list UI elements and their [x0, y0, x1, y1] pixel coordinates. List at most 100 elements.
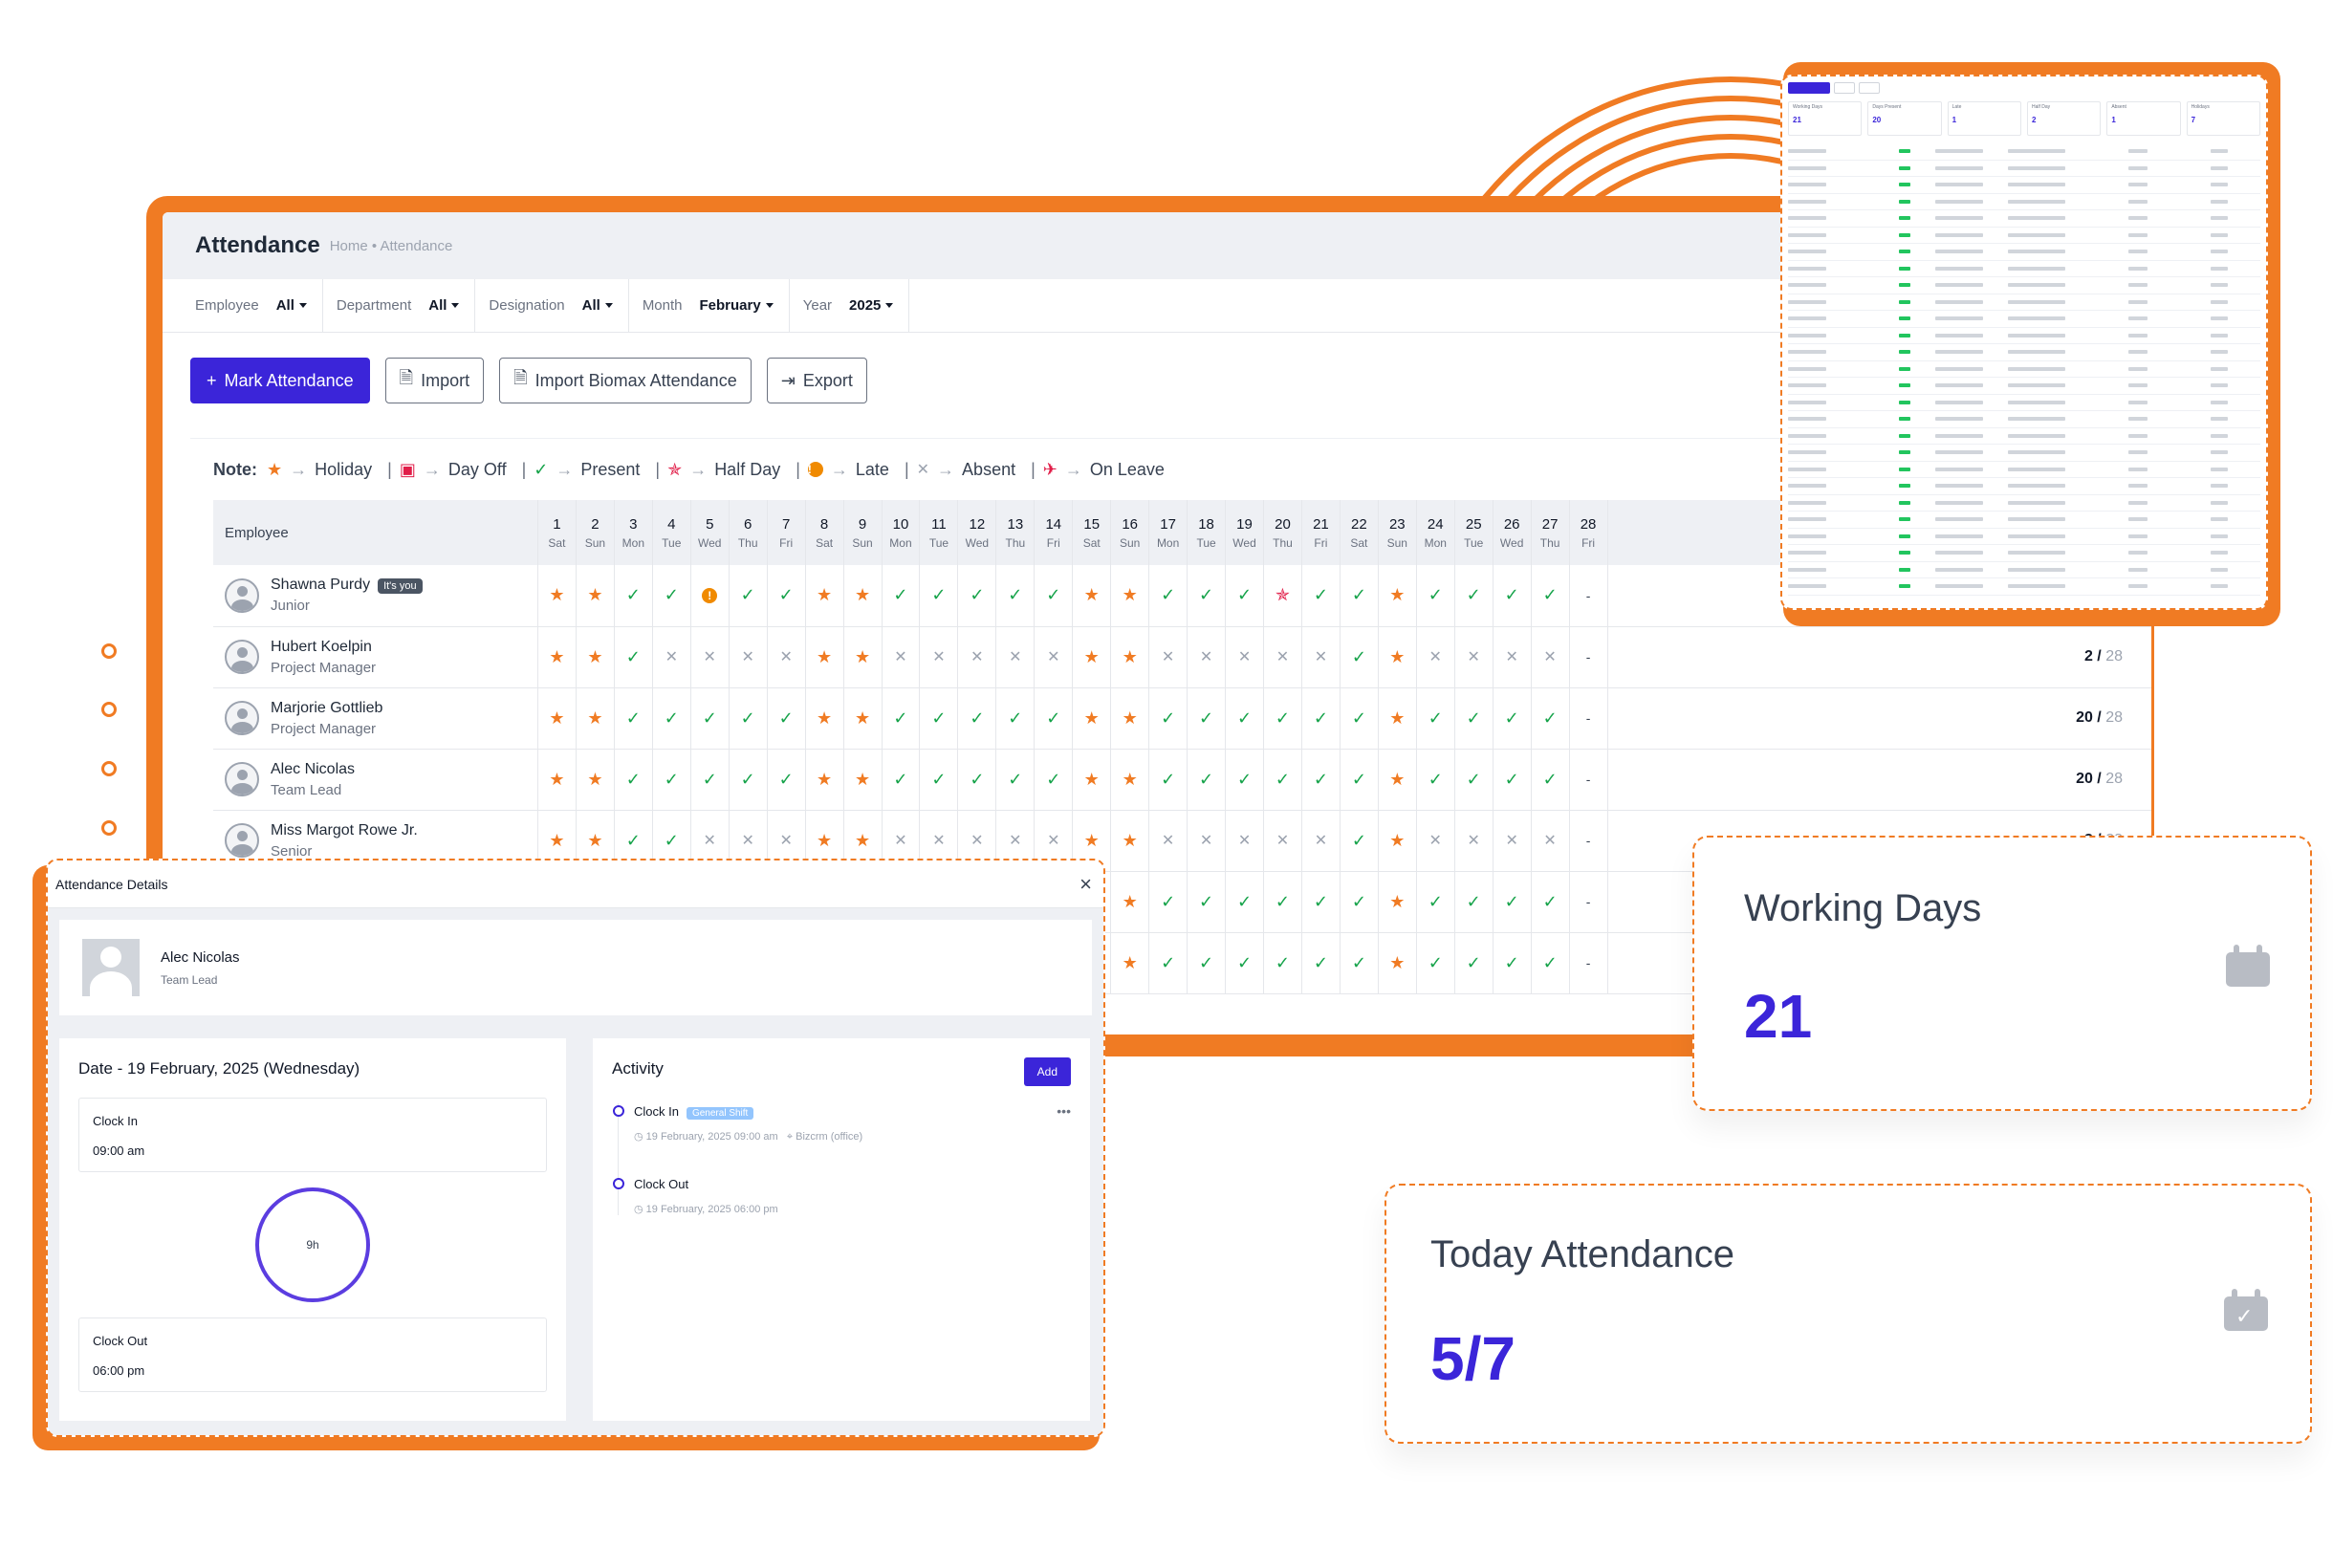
day-cell[interactable]: ✓: [1187, 687, 1227, 750]
day-cell[interactable]: ✕: [1454, 810, 1494, 872]
day-cell[interactable]: ★: [537, 749, 577, 811]
day-cell[interactable]: ✓: [767, 749, 806, 811]
day-cell[interactable]: ✓: [1301, 749, 1341, 811]
day-cell[interactable]: ★: [1110, 687, 1150, 750]
day-cell[interactable]: ✓: [1531, 687, 1570, 750]
day-cell[interactable]: ✓: [1340, 932, 1379, 994]
import-biomax-button[interactable]: 🗎 Import Biomax Attendance: [499, 358, 752, 403]
day-cell[interactable]: ✕: [1263, 626, 1302, 688]
day-cell[interactable]: ✓: [767, 565, 806, 627]
day-cell[interactable]: ✓: [1148, 687, 1188, 750]
day-cell[interactable]: ✕: [957, 626, 997, 688]
day-cell[interactable]: ✯: [1263, 565, 1302, 627]
day-cell[interactable]: ★: [576, 749, 615, 811]
employee-name[interactable]: Alec Nicolas: [271, 760, 356, 777]
day-cell[interactable]: ✓: [1454, 871, 1494, 933]
day-cell[interactable]: ✓: [882, 687, 921, 750]
filter-designation[interactable]: Designation All: [489, 278, 629, 333]
day-cell[interactable]: ✓: [1263, 687, 1302, 750]
day-cell[interactable]: ★: [537, 565, 577, 627]
day-cell[interactable]: ✓: [1531, 749, 1570, 811]
day-cell[interactable]: ★: [1378, 932, 1417, 994]
day-cell[interactable]: ✓: [1187, 749, 1227, 811]
day-cell[interactable]: ★: [1378, 687, 1417, 750]
day-cell[interactable]: ✓: [614, 626, 653, 688]
day-cell[interactable]: ★: [1378, 749, 1417, 811]
day-cell[interactable]: ✕: [1301, 626, 1341, 688]
day-cell[interactable]: ✓: [1225, 565, 1264, 627]
more-icon[interactable]: •••: [1057, 1103, 1071, 1119]
table-row[interactable]: Hubert Koelpin Project Manager ★ ★ ✓ ✕ ✕ ✕ ✕ ★ ★ ✕ ✕…: [213, 626, 2151, 688]
table-row[interactable]: Alec Nicolas Team Lead ★ ★ ✓ ✓ ✓ ✓ ✓ ★ ★ ✓ ✓ ✓ ✓ ✓ ★ ★ ✓ ✓ ✓…: [213, 749, 2151, 811]
table-row[interactable]: Marjorie Gottlieb Project Manager ★ ★ ✓ ✓ ✓ ✓ ✓ ★…: [213, 687, 2151, 750]
day-cell[interactable]: ✕: [919, 626, 959, 688]
day-cell[interactable]: ✕: [767, 626, 806, 688]
day-cell[interactable]: ✓: [614, 687, 653, 750]
day-cell[interactable]: ✓: [690, 687, 730, 750]
day-cell[interactable]: ✓: [1493, 749, 1532, 811]
day-cell[interactable]: ✓: [1301, 565, 1341, 627]
day-cell[interactable]: ✕: [882, 626, 921, 688]
day-cell[interactable]: ★: [1110, 565, 1150, 627]
day-cell[interactable]: ★: [805, 687, 844, 750]
filter-month[interactable]: Month February: [643, 278, 790, 333]
day-cell[interactable]: ✕: [1034, 626, 1074, 688]
day-cell[interactable]: -: [1569, 810, 1608, 872]
day-cell[interactable]: ★: [805, 749, 844, 811]
day-cell[interactable]: ✓: [1493, 565, 1532, 627]
day-cell[interactable]: ✓: [1454, 565, 1494, 627]
day-cell[interactable]: ★: [1378, 626, 1417, 688]
day-cell[interactable]: ✓: [1340, 871, 1379, 933]
day-cell[interactable]: ★: [1110, 932, 1150, 994]
day-cell[interactable]: ★: [1378, 810, 1417, 872]
day-cell[interactable]: ✓: [1148, 749, 1188, 811]
day-cell[interactable]: ✓: [1187, 871, 1227, 933]
day-cell[interactable]: ✓: [652, 749, 691, 811]
day-cell[interactable]: ✕: [1225, 810, 1264, 872]
day-cell[interactable]: -: [1569, 932, 1608, 994]
day-cell[interactable]: ✕: [1416, 626, 1455, 688]
day-cell[interactable]: ✕: [1148, 810, 1188, 872]
day-cell[interactable]: ✓: [729, 749, 768, 811]
day-cell[interactable]: ★: [1110, 749, 1150, 811]
day-cell[interactable]: ★: [1072, 749, 1112, 811]
day-cell[interactable]: ✓: [1493, 932, 1532, 994]
day-cell[interactable]: ✕: [995, 626, 1036, 688]
day-cell[interactable]: ✓: [1340, 565, 1379, 627]
day-cell[interactable]: ✓: [919, 749, 959, 811]
filter-department[interactable]: Department All: [337, 278, 476, 333]
day-cell[interactable]: ✓: [995, 749, 1036, 811]
day-cell[interactable]: ✓: [1416, 749, 1455, 811]
day-cell[interactable]: -: [1569, 626, 1608, 688]
day-cell[interactable]: ✓: [1531, 932, 1570, 994]
day-cell[interactable]: ✓: [1225, 932, 1264, 994]
day-cell[interactable]: ✓: [1301, 871, 1341, 933]
day-cell[interactable]: ✓: [919, 687, 959, 750]
day-cell[interactable]: ✕: [1493, 810, 1532, 872]
day-cell[interactable]: ✕: [1148, 626, 1188, 688]
day-cell[interactable]: ✕: [1187, 626, 1227, 688]
close-icon[interactable]: ×: [1079, 871, 1092, 896]
day-cell[interactable]: ✓: [1340, 626, 1379, 688]
day-cell[interactable]: ✓: [1263, 932, 1302, 994]
day-cell[interactable]: ✓: [1454, 687, 1494, 750]
day-cell[interactable]: ✕: [1531, 810, 1570, 872]
add-activity-button[interactable]: Add: [1023, 1057, 1071, 1086]
day-cell[interactable]: ✓: [1340, 810, 1379, 872]
day-cell[interactable]: ✓: [882, 749, 921, 811]
day-cell[interactable]: ★: [805, 626, 844, 688]
day-cell[interactable]: ✓: [1187, 932, 1227, 994]
export-button[interactable]: ⇥ Export: [766, 358, 867, 403]
day-cell[interactable]: ✕: [690, 626, 730, 688]
day-cell[interactable]: ✓: [1340, 749, 1379, 811]
day-cell[interactable]: ✓: [729, 565, 768, 627]
day-cell[interactable]: ★: [1072, 687, 1112, 750]
day-cell[interactable]: ✓: [1454, 749, 1494, 811]
day-cell[interactable]: ✓: [1034, 687, 1074, 750]
day-cell[interactable]: ✕: [729, 626, 768, 688]
day-cell[interactable]: ★: [843, 749, 883, 811]
day-cell[interactable]: ✓: [729, 687, 768, 750]
day-cell[interactable]: ★: [576, 687, 615, 750]
day-cell[interactable]: ✓: [957, 749, 997, 811]
day-cell[interactable]: ✓: [1416, 565, 1455, 627]
